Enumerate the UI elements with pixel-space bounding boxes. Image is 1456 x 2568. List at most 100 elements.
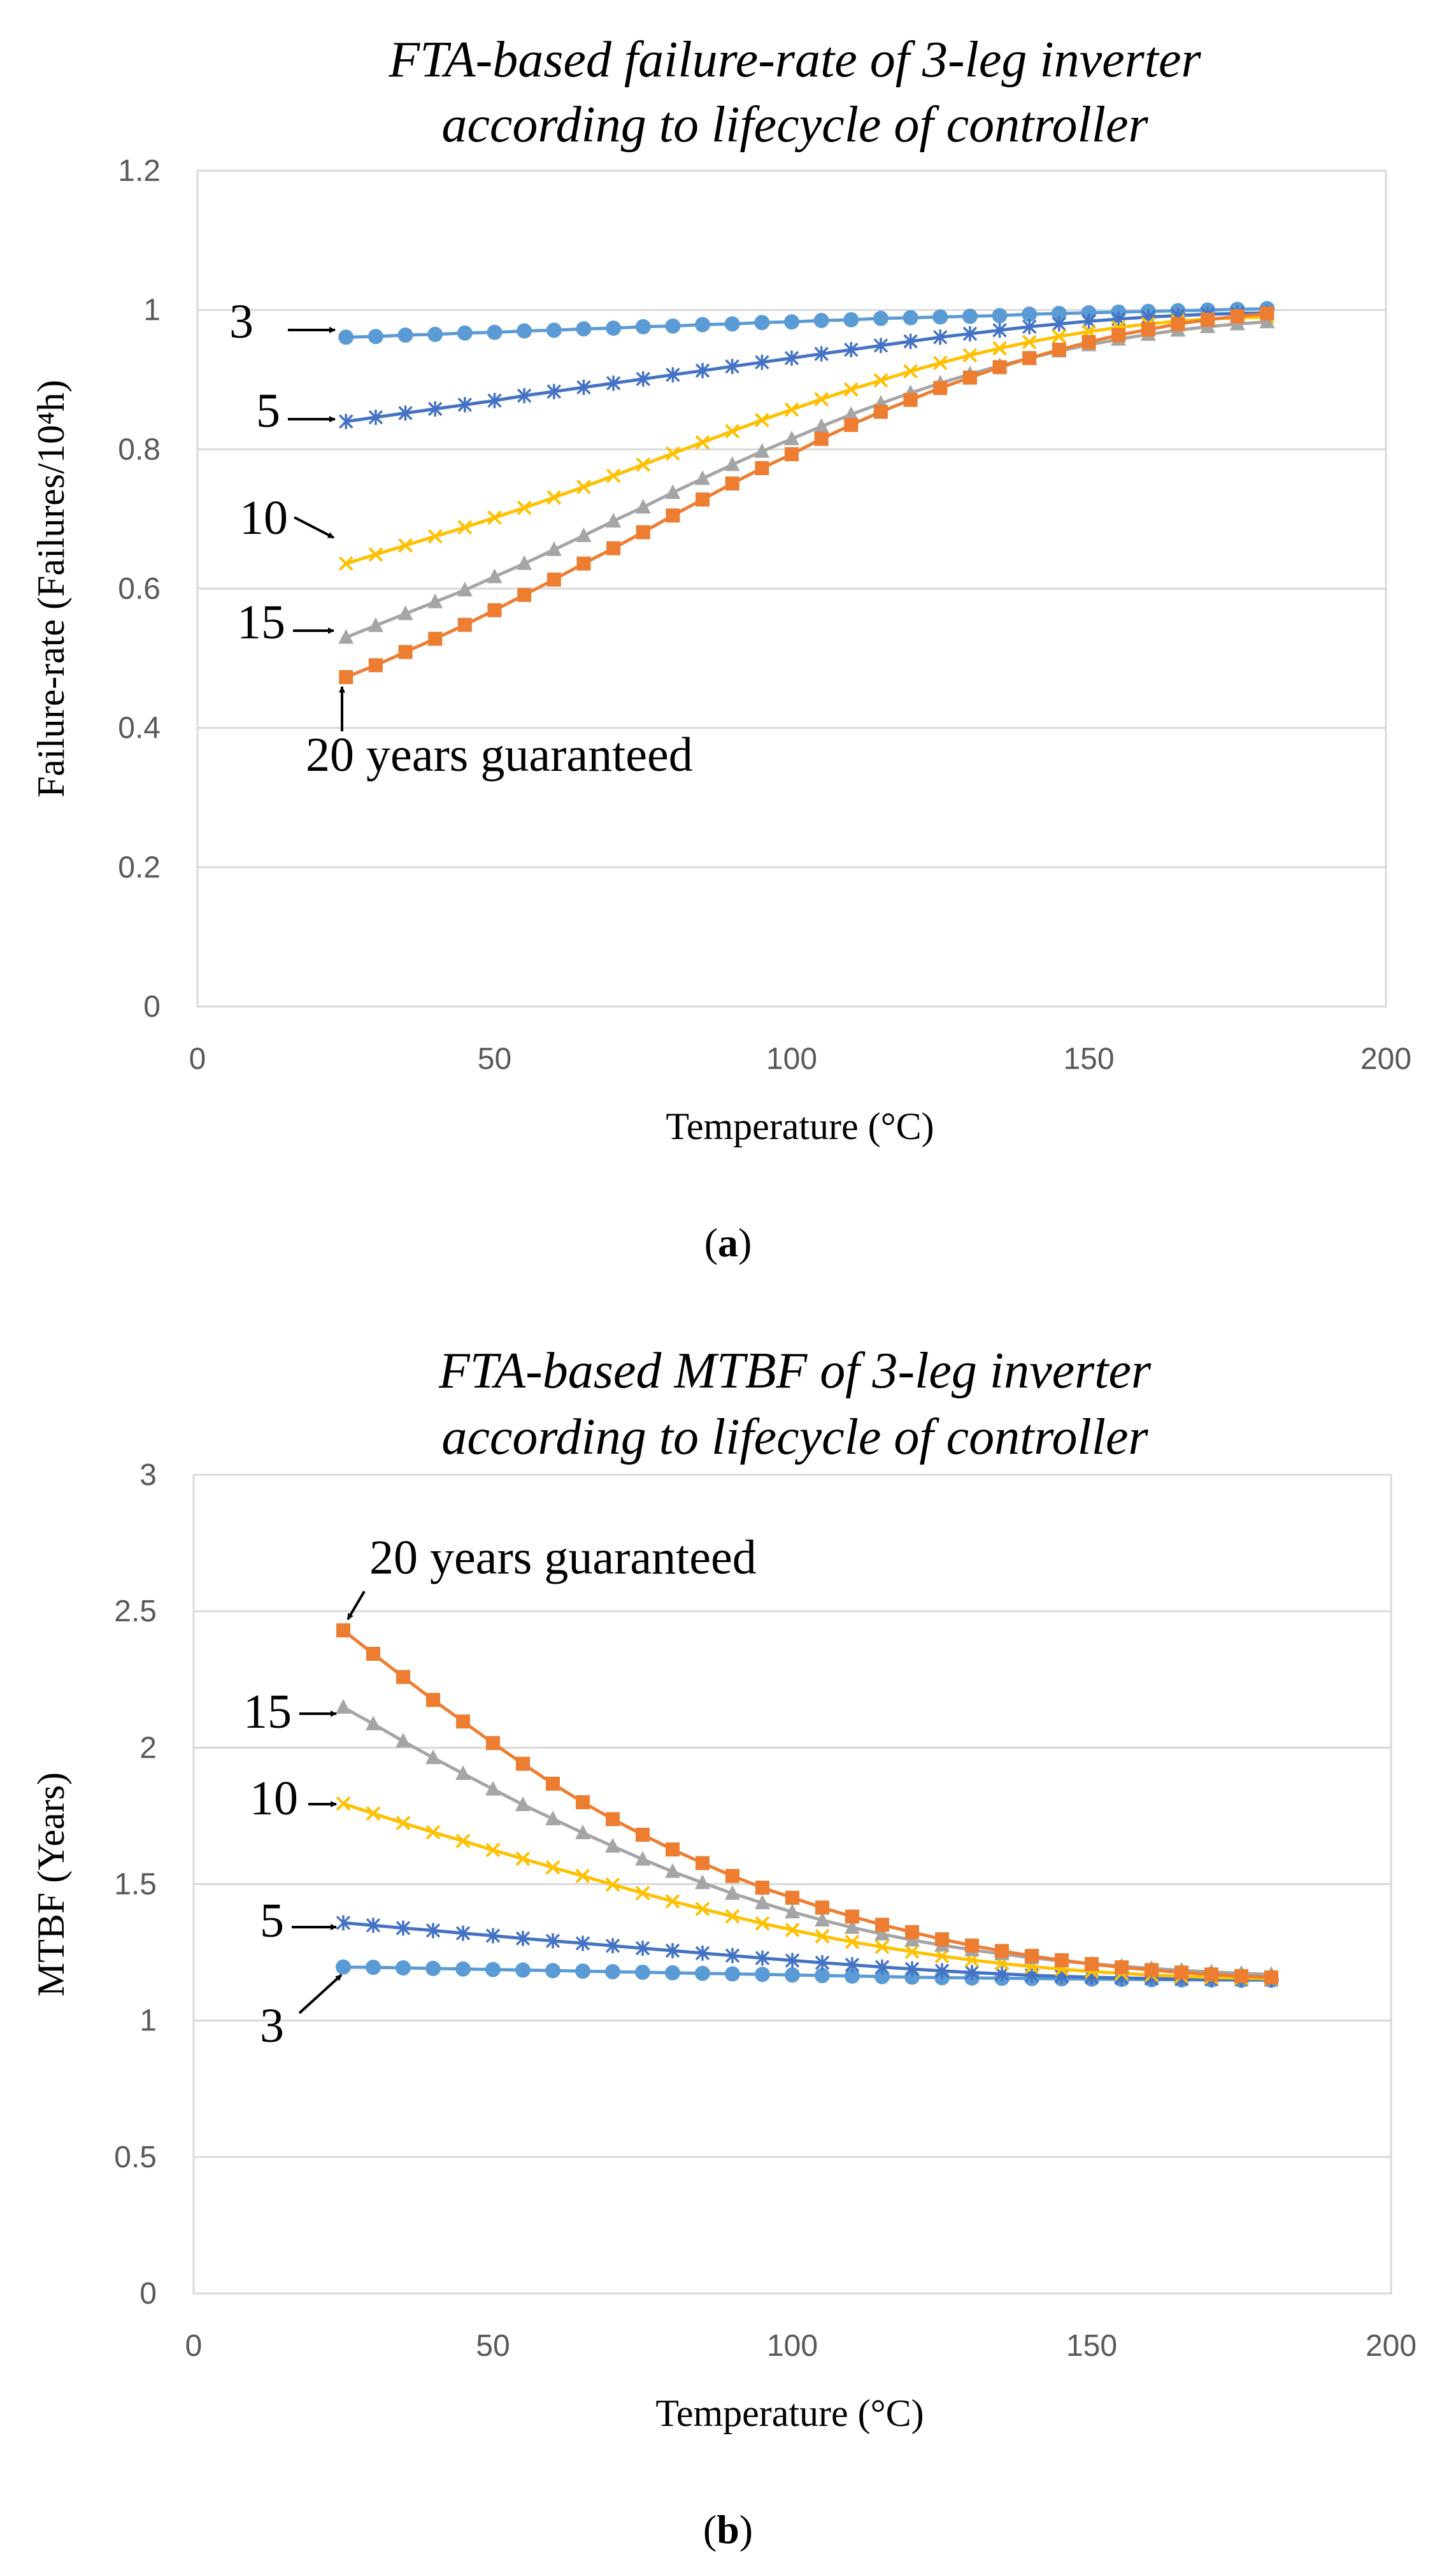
chart-b-series-s10-point: [695, 1902, 710, 1916]
chart-b-series-s5-point: [545, 1933, 560, 1949]
chart-a-annotation-s20-label: 20 years guaranteed: [306, 728, 693, 782]
chart-a-series-s15-point: [576, 527, 592, 542]
chart-a-annotations: 35 10 15 20 years guaranteed: [229, 295, 693, 782]
chart-b-series-s5-point: [455, 1925, 471, 1941]
chart-a-series-s5-point: [457, 397, 473, 413]
chart-a-series-s5-point: [339, 413, 353, 429]
chart-a-series-s20-point: [755, 461, 769, 475]
chart-a-series-s5-point: [666, 367, 680, 383]
chart-b-series-s5-point: [425, 1923, 441, 1939]
chart-b-series-s20-point: [1085, 1957, 1099, 1972]
chart-a-series-s5-point: [1022, 319, 1037, 334]
chart-a-series-s3-point: [665, 318, 681, 334]
chart-a-series-s20-point: [814, 431, 829, 446]
chart-b-series-s15-point: [545, 1811, 560, 1826]
chart-b-series-s5-point: [605, 1938, 620, 1954]
chart-a-series-s10-line: [345, 315, 1267, 565]
chart-a-series-s5-point: [873, 338, 889, 354]
chart-a-series-s10-point: [962, 348, 978, 363]
chart-a-series-s20-point: [666, 508, 680, 523]
chart-a-failure-rate: FTA-based failure-rate of 3-leg inverter…: [30, 32, 1411, 1265]
chart-a-series-s15-point: [635, 499, 651, 514]
chart-b-series-s20-point: [666, 1842, 680, 1857]
chart-a-series-s20-point: [933, 381, 948, 396]
chart-b-x-tick-label: 100: [767, 2329, 818, 2363]
chart-b-series-s20-point: [456, 1714, 470, 1729]
chart-b-series-s5-point: [964, 1965, 980, 1981]
chart-a-y-tick-label: 1: [143, 294, 161, 327]
chart-b-series-s10-point: [874, 1939, 890, 1955]
chart-b-series-s3-point: [366, 1960, 381, 1976]
chart-b-series-s3-point: [336, 1959, 351, 1975]
chart-a-series-s10-point: [398, 538, 413, 553]
chart-b-series-s20-point: [396, 1670, 410, 1684]
chart-a-series-s20-point: [339, 670, 353, 684]
chart-a-series-s3-point: [457, 325, 473, 341]
chart-b-title-line-1: FTA-based MTBF of 3-leg inverter: [438, 1343, 1152, 1399]
chart-b-series-s10-markers: [336, 1796, 1279, 1986]
chart-b-series-s3-point: [396, 1960, 411, 1976]
chart-a-y-axis-label: Failure-rate (Failures/10⁴h): [30, 380, 72, 798]
chart-a-series-s10-point: [903, 364, 918, 379]
chart-a-y-tick-label: 1.2: [118, 154, 161, 188]
chart-a-series-s20-point: [606, 541, 621, 556]
chart-a-y-tick-label: 0.6: [118, 572, 161, 606]
chart-a-series-s3-point: [338, 329, 354, 345]
chart-a-series-s15-point: [843, 406, 859, 421]
chart-b-series-s20-point: [1055, 1953, 1069, 1968]
chart-a-series-s10-point: [338, 556, 353, 571]
chart-b-caption: (b): [703, 2507, 753, 2552]
chart-b-annotation-s3-label: 3: [260, 1999, 284, 2053]
chart-a-series-s20-point: [962, 370, 977, 385]
chart-a-series-s5-point: [992, 322, 1007, 338]
chart-a-series-s20-point: [725, 476, 739, 491]
chart-b-y-tick-label: 0.5: [114, 2141, 157, 2174]
chart-a-series-s3-point: [576, 321, 592, 337]
chart-b-series-s3-point: [485, 1962, 501, 1977]
chart-a-series-s5-point: [814, 346, 829, 362]
chart-a-x-tick-label: 150: [1063, 1042, 1114, 1076]
chart-b-y-tick-label: 1: [139, 2004, 157, 2038]
chart-b-y-axis-label: MTBF (Years): [30, 1772, 72, 1997]
chart-b-x-tick-label: 150: [1066, 2329, 1117, 2363]
chart-a-caption: (a): [704, 1220, 752, 1265]
chart-a-series-s15-point: [427, 593, 443, 608]
chart-b-series-s20-point: [576, 1795, 590, 1809]
chart-b-series-s5-point: [845, 1957, 860, 1973]
chart-b-series-s10-point: [665, 1894, 680, 1909]
chart-b-y-ticks: 0 0.5 1 1.5 2 2.5 3: [114, 1458, 157, 2311]
chart-a-series-s10-point: [517, 500, 532, 515]
chart-b-y-tick-label: 2.5: [114, 1595, 157, 1628]
chart-a-series-s5-point: [755, 354, 769, 370]
chart-a-series-s20-line: [345, 312, 1267, 679]
chart-a-series-s20-point: [457, 617, 472, 632]
chart-a-series-s5-point: [487, 392, 502, 408]
chart-a-series-s20-markers: [339, 306, 1274, 684]
chart-b-series-s20-point: [1025, 1949, 1039, 1963]
chart-b-series-s10-point: [366, 1806, 381, 1821]
chart-a-series-s3-point: [1022, 306, 1038, 322]
chart-a-series-s10-point: [992, 341, 1007, 356]
chart-b-series-s20-line: [342, 1629, 1272, 1979]
chart-b-series-s5-point: [725, 1948, 740, 1963]
chart-b-annotation-s3-arrow: [298, 1974, 343, 2014]
chart-a-series-s5-point: [1081, 313, 1096, 329]
chart-a-series-s3-markers: [338, 301, 1275, 345]
chart-a-series-s5-point: [636, 371, 650, 387]
chart-b-series-s5-point: [665, 1943, 680, 1959]
chart-a-series-s20-point: [398, 645, 413, 659]
chart-a-series-s15-point: [517, 555, 532, 570]
chart-b-series-s3-point: [755, 1967, 770, 1983]
chart-b-series-s5-point: [336, 1915, 351, 1931]
chart-a-series-s10-point: [368, 547, 383, 562]
chart-a-annotation-s15-label: 15: [237, 596, 285, 649]
chart-b-series-s3-point: [874, 1969, 890, 1984]
chart-b-series-s15-point: [575, 1824, 590, 1839]
chart-b-series-s15-point: [366, 1716, 381, 1731]
chart-b-series-s10-point: [785, 1923, 800, 1937]
chart-b-series-s20-point: [995, 1944, 1009, 1958]
chart-b-series-s20-point: [1115, 1960, 1129, 1975]
chart-b-series-s3-point: [425, 1960, 441, 1976]
chart-a-series-s10-point: [546, 490, 562, 505]
chart-b-series-s20-point: [636, 1827, 650, 1842]
